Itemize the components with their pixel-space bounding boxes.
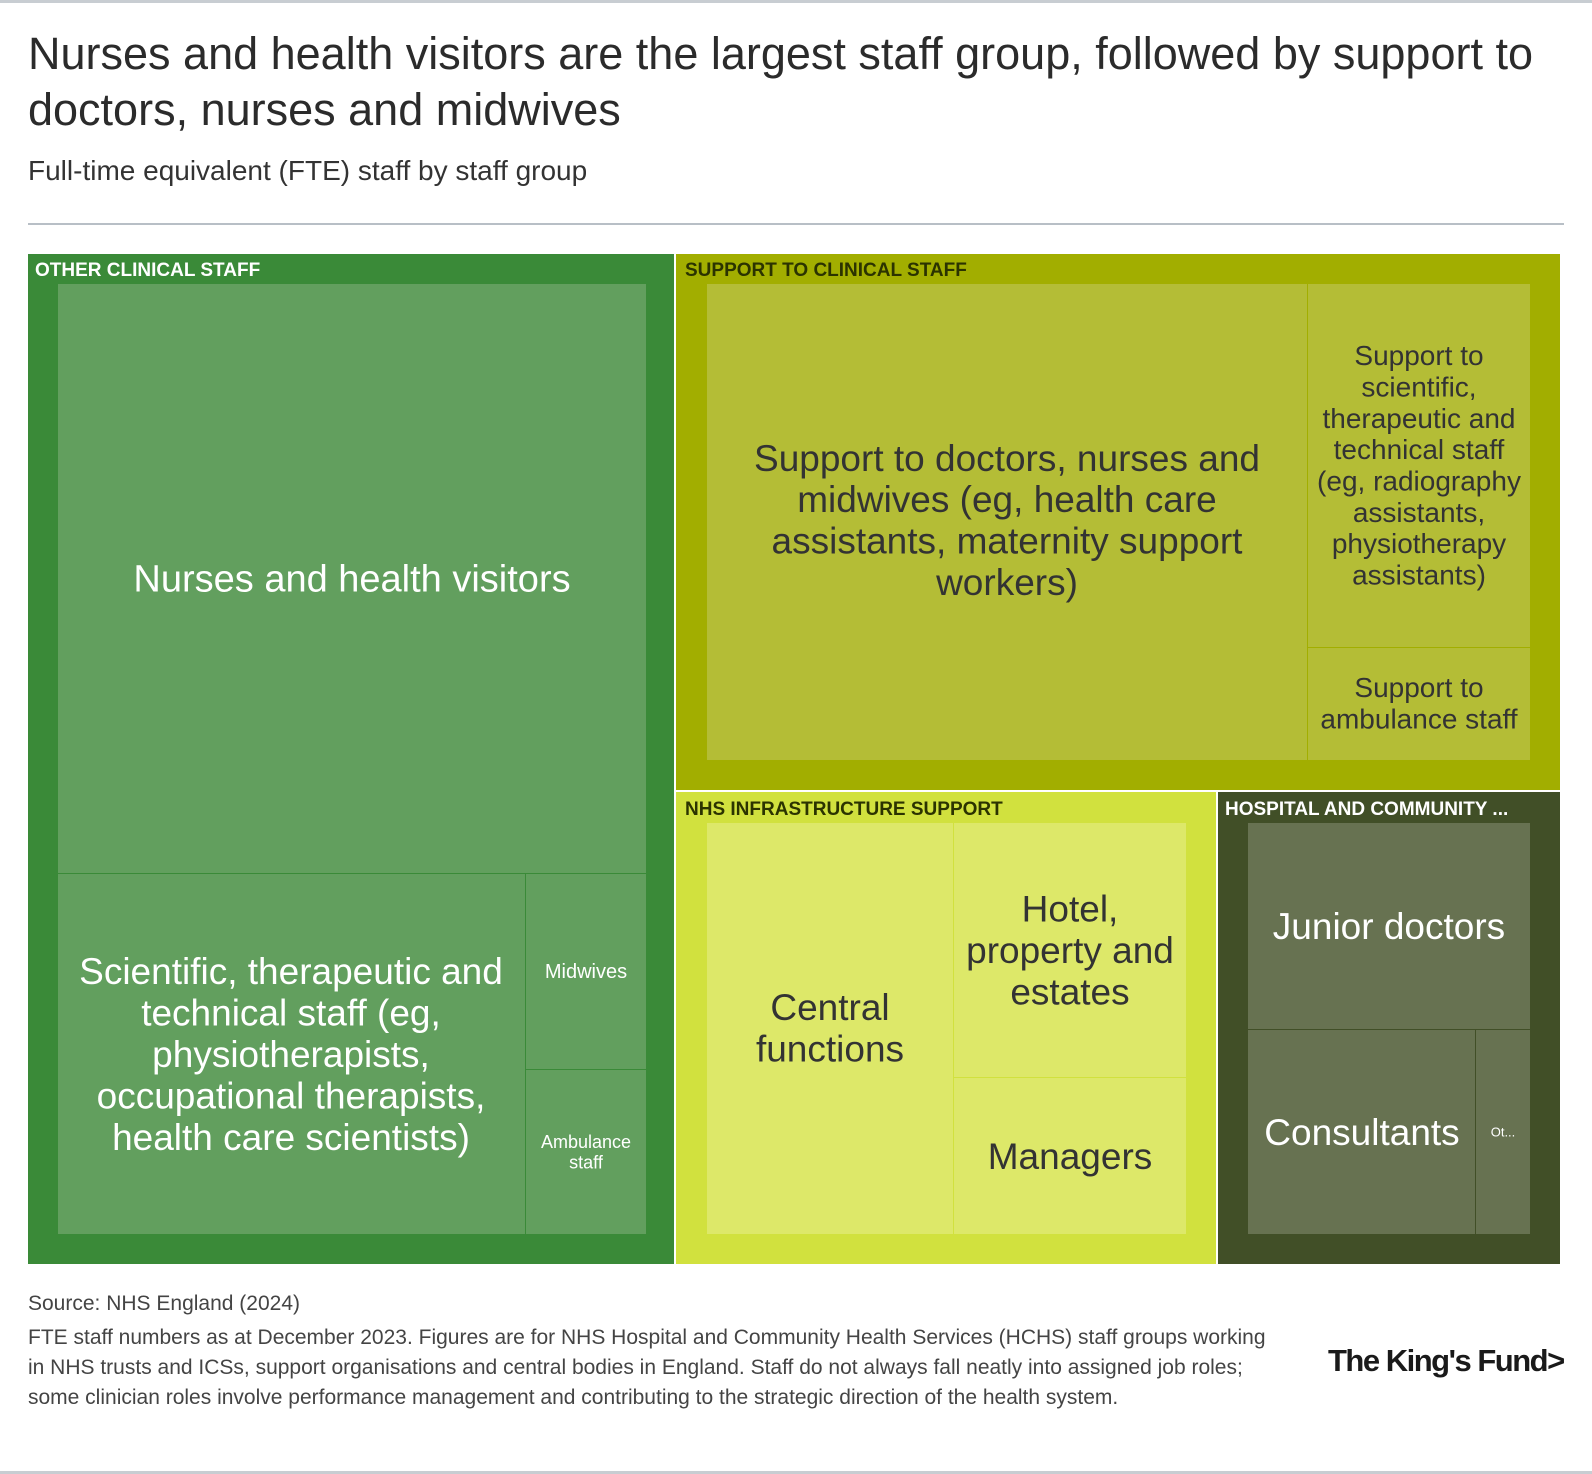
group-label-hospital-and-community: HOSPITAL AND COMMUNITY ... <box>1225 799 1508 820</box>
tile-junior-doctors[interactable] <box>1248 823 1530 1029</box>
label-support-to-scientific-therapeutic-technical: Support to scientific, therapeutic and tech… <box>1317 340 1521 591</box>
tile-midwives[interactable] <box>526 874 646 1069</box>
tile-hotel-property-estates[interactable] <box>954 823 1186 1077</box>
label-scientific-therapeutic-technical: Scientific, therapeutic and technical sta… <box>79 951 503 1158</box>
label-managers: Managers <box>988 1136 1153 1177</box>
label-other: Ot... <box>1491 1125 1516 1140</box>
label-junior-doctors: Junior doctors <box>1273 906 1505 947</box>
tile-managers[interactable] <box>954 1078 1186 1234</box>
bottom-border <box>0 1471 1592 1474</box>
group-label-nhs-infrastructure-support: NHS INFRASTRUCTURE SUPPORT <box>685 799 1003 820</box>
label-ambulance-staff: Ambulance staff <box>541 1132 631 1172</box>
header-divider <box>28 223 1564 225</box>
tile-support-to-doctors-nurses-midwives[interactable] <box>707 284 1307 760</box>
label-midwives: Midwives <box>545 961 627 983</box>
chart-subtitle: Full-time equivalent (FTE) staff by staf… <box>28 155 588 186</box>
tile-support-to-ambulance-staff[interactable] <box>1308 648 1530 760</box>
label-support-to-ambulance-staff: Support to ambulance staff <box>1320 672 1517 734</box>
label-support-to-doctors-nurses-midwives: Support to doctors, nurses and midwives (… <box>754 438 1260 603</box>
tile-support-to-scientific-therapeutic-technical[interactable] <box>1308 284 1530 647</box>
group-label-support-to-clinical-staff: SUPPORT TO CLINICAL STAFF <box>685 260 967 281</box>
label-consultants: Consultants <box>1264 1112 1459 1153</box>
label-nurses-and-health-visitors: Nurses and health visitors <box>133 558 570 600</box>
tile-other[interactable] <box>1476 1030 1530 1234</box>
kings-fund-logo: The King's Fund> <box>1328 1343 1565 1378</box>
tile-scientific-therapeutic-technical[interactable] <box>58 874 525 1234</box>
source-note: Source: NHS England (2024) <box>28 1292 300 1315</box>
chart-title: Nurses and health visitors are the large… <box>28 28 1533 135</box>
tile-nurses-and-health-visitors[interactable] <box>58 284 646 873</box>
footnote: FTE staff numbers as at December 2023. F… <box>28 1326 1266 1409</box>
tile-ambulance-staff[interactable] <box>526 1070 646 1234</box>
top-border <box>0 0 1592 3</box>
group-label-other-clinical-staff: OTHER CLINICAL STAFF <box>35 260 260 281</box>
treemap-chart: OTHER CLINICAL STAFF SUPPORT TO CLINICAL… <box>28 254 1560 1264</box>
label-central-functions: Central functions <box>756 987 904 1069</box>
label-hotel-property-estates: Hotel, property and estates <box>966 889 1174 1013</box>
tile-central-functions[interactable] <box>707 823 953 1234</box>
tile-consultants[interactable] <box>1248 1030 1475 1234</box>
